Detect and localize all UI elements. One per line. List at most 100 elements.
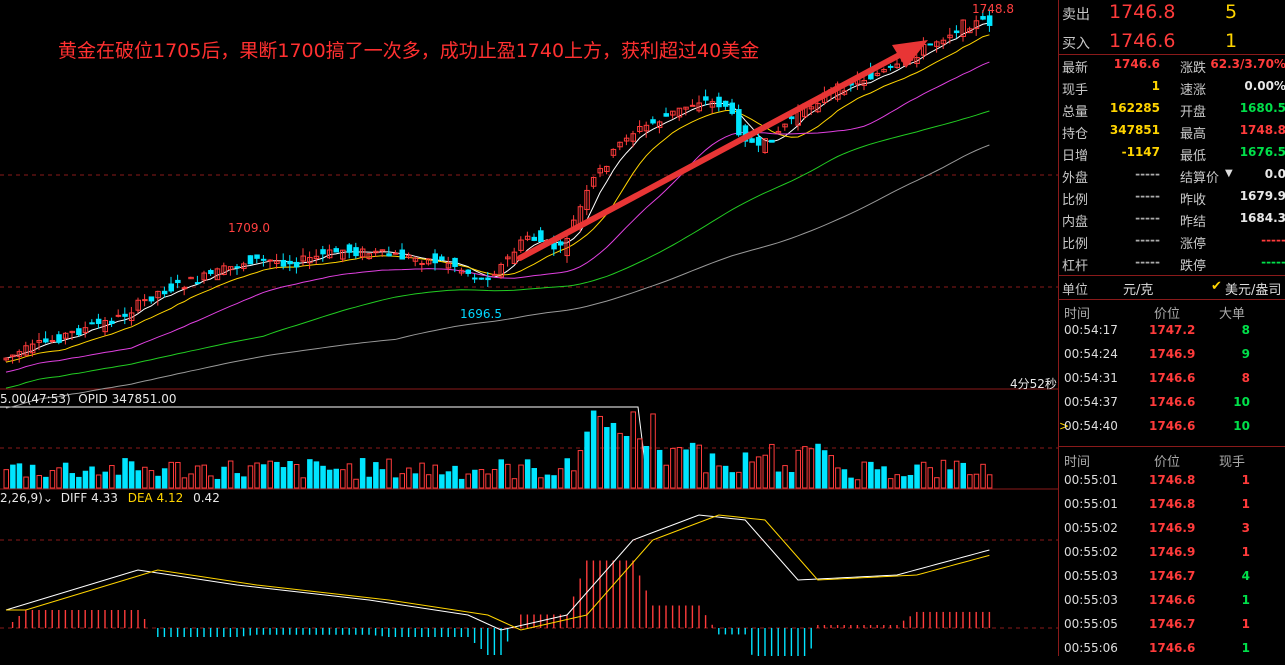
candle-body <box>208 270 214 275</box>
sell-qty: 5 <box>1225 1 1238 23</box>
buy-row[interactable]: 买入 1746.6 1 <box>1059 29 1285 55</box>
quote-label: 开盘 <box>1180 105 1207 120</box>
volume-bar <box>201 464 207 489</box>
candle-body <box>775 130 782 134</box>
volume-bar <box>650 413 656 489</box>
candle-body <box>703 96 709 101</box>
volume-bar <box>551 475 557 489</box>
order-price: 1746.9 <box>1149 347 1196 361</box>
quote-value: ----- <box>1135 167 1160 181</box>
volume-bar <box>656 449 663 489</box>
quote-value: 1748.8 <box>1239 123 1285 137</box>
tick-row[interactable]: 00:55:05 1746.7 1 <box>1059 617 1285 641</box>
volume-bar <box>260 464 267 489</box>
candle-body <box>122 313 128 317</box>
volume-bar <box>82 470 89 489</box>
tick-row[interactable]: 00:55:06 1746.6 1 <box>1059 641 1285 665</box>
volume-bar <box>703 472 709 489</box>
kline-chart[interactable] <box>0 0 1058 656</box>
tick-row[interactable]: 00:55:03 1746.7 4 <box>1059 569 1285 593</box>
candle-body <box>359 248 366 258</box>
candle-body <box>69 330 75 334</box>
tick-row[interactable]: 00:55:02 1746.9 1 <box>1059 545 1285 569</box>
quote-row: 比例 ----- 涨停 ----- <box>1059 233 1285 255</box>
volume-bar <box>485 473 491 489</box>
candle-body <box>960 19 966 37</box>
quote-row: 现手 1 速涨 0.00% <box>1059 79 1285 101</box>
tick-row[interactable]: 00:55:01 1746.8 1 <box>1059 497 1285 521</box>
big-order-row[interactable]: 00:54:37 1746.6 10 <box>1059 395 1285 419</box>
col-time: 时间 <box>1064 307 1091 322</box>
volume-bar <box>36 475 42 489</box>
candle-body <box>241 263 247 269</box>
candle-body <box>115 314 122 317</box>
tick-row[interactable]: 00:55:03 1746.6 1 <box>1059 593 1285 617</box>
volume-bar <box>241 476 247 489</box>
unit-alt[interactable]: 美元/盎司 <box>1225 283 1282 298</box>
candle-body <box>610 148 617 156</box>
candle-body <box>43 338 49 343</box>
quote-row: 内盘 ----- 昨结 1684.3 <box>1059 211 1285 233</box>
quote-row: 持仓 347851 最高 1748.8 <box>1059 123 1285 145</box>
sell-row[interactable]: 卖出 1746.8 5 <box>1059 0 1285 26</box>
chevron-down-icon[interactable]: ▼ <box>1225 168 1233 179</box>
tick-time: 00:55:03 <box>1064 593 1118 607</box>
tick-time: 00:55:03 <box>1064 569 1118 583</box>
candle-body <box>333 248 339 253</box>
candle-body <box>722 100 729 107</box>
volume-bar <box>254 462 260 489</box>
volume-bar <box>762 454 768 489</box>
quote-row: 杠杆 ----- 跌停 ----- <box>1059 255 1285 277</box>
order-time: 00:54:40 <box>1064 419 1118 433</box>
volume-bar <box>49 470 56 489</box>
volume-bar <box>293 464 300 489</box>
candle-body <box>940 39 947 45</box>
volume-bar <box>23 476 29 489</box>
big-order-row[interactable]: 00:54:31 1746.6 8 <box>1059 371 1285 395</box>
volume-bar <box>934 477 940 489</box>
candle-body <box>538 230 544 242</box>
candle-body <box>274 260 280 264</box>
quote-label: 现手 <box>1062 83 1089 98</box>
volume-bar <box>274 461 280 489</box>
order-time: 00:54:31 <box>1064 371 1118 385</box>
order-qty: 8 <box>1241 371 1250 385</box>
big-order-row[interactable]: >00:54:40 1746.6 10 <box>1059 419 1285 443</box>
candle-body <box>815 103 821 113</box>
quote-label: 最高 <box>1180 127 1207 142</box>
quote-label: 比例 <box>1062 237 1089 252</box>
quote-value: ----- <box>1135 211 1160 225</box>
quote-label: 内盘 <box>1062 215 1089 230</box>
volume-bar <box>234 473 240 489</box>
chart-area[interactable]: 黄金在破位1705后，果断1700搞了一次多，成功止盈1740上方，获利超过40… <box>0 0 1058 656</box>
volume-bar <box>749 461 755 489</box>
candle-body <box>617 141 623 148</box>
quote-value: 1 <box>1151 79 1160 93</box>
candle-body <box>102 319 108 333</box>
volume-bar <box>729 472 735 489</box>
candle-body <box>181 287 188 290</box>
chevron-down-icon[interactable]: ⌄ <box>42 491 53 505</box>
tick-qty: 1 <box>1241 617 1250 631</box>
candle-body <box>386 253 392 257</box>
candle-body <box>947 34 953 39</box>
ma-line <box>5 22 990 359</box>
big-order-row[interactable]: 00:54:17 1747.2 8 <box>1059 323 1285 347</box>
tick-price: 1746.9 <box>1149 545 1196 559</box>
quote-label: 杠杆 <box>1062 259 1089 274</box>
tick-row[interactable]: 00:55:01 1746.8 1 <box>1059 473 1285 497</box>
volume-bar <box>43 476 49 489</box>
quote-value: 0.0 <box>1264 167 1285 181</box>
tick-price: 1746.6 <box>1149 593 1196 607</box>
quote-value: ----- <box>1261 255 1285 269</box>
ma-line <box>5 144 990 409</box>
tick-row[interactable]: 00:55:02 1746.9 3 <box>1059 521 1285 545</box>
volume-bar <box>3 469 9 489</box>
volume-bar <box>617 432 623 489</box>
candle-body <box>716 96 722 108</box>
candle-body <box>10 354 16 358</box>
unit-row[interactable]: 单位 元/克 ✔ 美元/盎司 <box>1059 277 1285 299</box>
candle-body <box>637 126 643 132</box>
big-order-row[interactable]: 00:54:24 1746.9 9 <box>1059 347 1285 371</box>
cursor-marker-icon: > <box>1059 419 1070 433</box>
